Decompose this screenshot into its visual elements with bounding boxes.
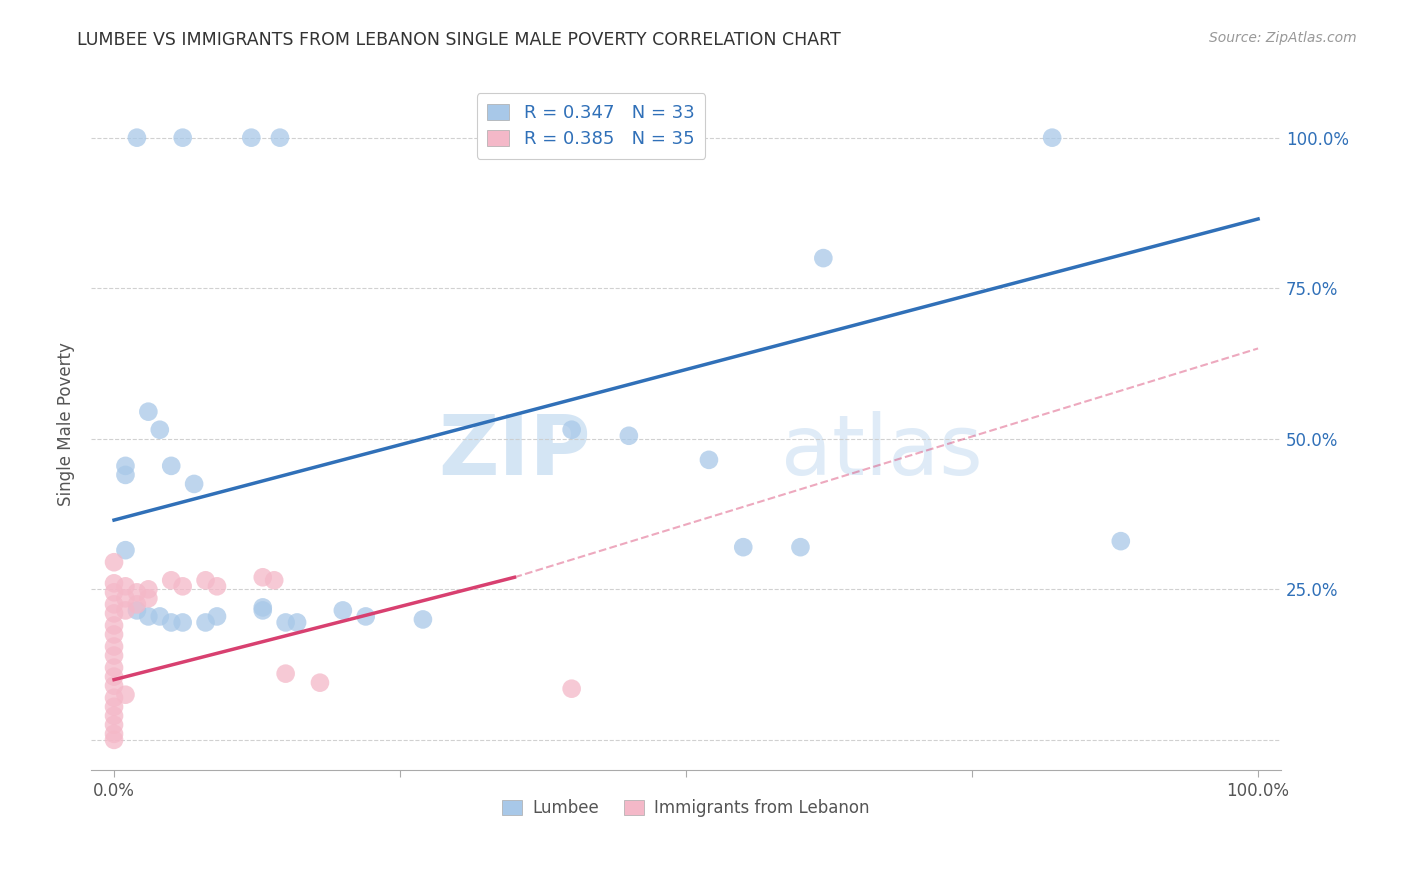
- Point: [160, 458, 183, 473]
- Point: [125, 603, 148, 617]
- Point: [138, 609, 160, 624]
- Point: [412, 612, 434, 626]
- Point: [617, 429, 640, 443]
- Point: [789, 540, 811, 554]
- Point: [103, 708, 125, 723]
- Point: [252, 570, 274, 584]
- Point: [114, 467, 136, 482]
- Point: [172, 579, 194, 593]
- Point: [561, 681, 583, 696]
- Point: [114, 543, 136, 558]
- Point: [138, 591, 160, 606]
- Point: [172, 615, 194, 630]
- Point: [1040, 130, 1063, 145]
- Point: [103, 699, 125, 714]
- Point: [114, 603, 136, 617]
- Point: [172, 130, 194, 145]
- Point: [114, 458, 136, 473]
- Point: [138, 582, 160, 597]
- Legend: Lumbee, Immigrants from Lebanon: Lumbee, Immigrants from Lebanon: [496, 793, 876, 824]
- Point: [103, 718, 125, 732]
- Point: [114, 688, 136, 702]
- Point: [149, 609, 172, 624]
- Point: [194, 574, 217, 588]
- Point: [114, 579, 136, 593]
- Point: [269, 130, 291, 145]
- Point: [103, 679, 125, 693]
- Point: [125, 598, 148, 612]
- Point: [240, 130, 263, 145]
- Point: [103, 555, 125, 569]
- Y-axis label: Single Male Poverty: Single Male Poverty: [58, 342, 75, 506]
- Point: [103, 585, 125, 599]
- Point: [252, 603, 274, 617]
- Point: [138, 405, 160, 419]
- Point: [103, 607, 125, 621]
- Point: [103, 732, 125, 747]
- Point: [160, 615, 183, 630]
- Point: [813, 251, 835, 265]
- Point: [332, 603, 354, 617]
- Point: [274, 615, 297, 630]
- Point: [103, 648, 125, 663]
- Point: [205, 609, 228, 624]
- Point: [125, 585, 148, 599]
- Point: [103, 640, 125, 654]
- Point: [263, 574, 285, 588]
- Point: [103, 598, 125, 612]
- Point: [149, 423, 172, 437]
- Text: atlas: atlas: [782, 411, 983, 491]
- Point: [309, 675, 332, 690]
- Point: [252, 600, 274, 615]
- Point: [125, 130, 148, 145]
- Point: [103, 576, 125, 591]
- Point: [103, 690, 125, 705]
- Point: [103, 660, 125, 674]
- Point: [160, 574, 183, 588]
- Point: [183, 477, 205, 491]
- Point: [697, 453, 720, 467]
- Point: [1109, 534, 1132, 549]
- Point: [103, 727, 125, 741]
- Text: ZIP: ZIP: [439, 411, 591, 491]
- Point: [103, 627, 125, 641]
- Point: [354, 609, 377, 624]
- Point: [103, 670, 125, 684]
- Point: [114, 591, 136, 606]
- Text: Source: ZipAtlas.com: Source: ZipAtlas.com: [1209, 31, 1357, 45]
- Point: [733, 540, 755, 554]
- Point: [194, 615, 217, 630]
- Point: [103, 618, 125, 632]
- Point: [285, 615, 308, 630]
- Text: LUMBEE VS IMMIGRANTS FROM LEBANON SINGLE MALE POVERTY CORRELATION CHART: LUMBEE VS IMMIGRANTS FROM LEBANON SINGLE…: [77, 31, 841, 49]
- Point: [274, 666, 297, 681]
- Point: [205, 579, 228, 593]
- Point: [561, 423, 583, 437]
